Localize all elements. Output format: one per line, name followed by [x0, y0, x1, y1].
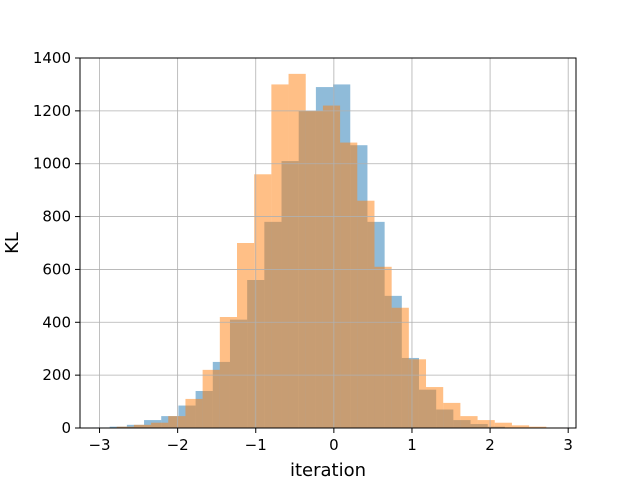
histogram-bar-series-2 [357, 200, 375, 428]
histogram-bar-series-2 [374, 266, 392, 428]
plot-area [79, 57, 577, 429]
y-tick-label: 1200 [33, 102, 71, 120]
y-tick-label: 400 [42, 313, 71, 331]
x-tick-label: 3 [563, 436, 573, 454]
histogram-bar-series-2 [237, 243, 255, 428]
histogram-bar-series-2 [185, 398, 203, 428]
histogram-bar-series-2 [322, 105, 341, 428]
y-tick-label: 1000 [33, 155, 71, 173]
histogram-bar-series-2 [408, 359, 427, 428]
histogram-bar-series-2 [271, 84, 289, 429]
y-tick-label: 1400 [33, 49, 71, 67]
y-tick-label: 800 [42, 208, 71, 226]
histogram-bar-series-2 [391, 307, 409, 428]
histogram-bars [92, 73, 564, 429]
histogram-bar-series-2 [494, 422, 512, 428]
x-tick-label: 2 [485, 436, 495, 454]
histogram-bar-series-2 [151, 422, 169, 428]
y-tick-label: 600 [42, 260, 71, 278]
x-tick-label: 1 [407, 436, 417, 454]
histogram-bar-series-2 [288, 73, 306, 429]
x-tick-label: 0 [329, 436, 339, 454]
histogram-bar-series-2 [426, 387, 444, 428]
histogram-bar-series-2 [202, 369, 220, 428]
x-tick-label: −2 [167, 436, 189, 454]
histogram-bar-series-2 [460, 416, 478, 428]
x-axis-ticks: −3 −2 −1 0 1 2 3 [88, 428, 573, 454]
histogram-bar-series-2 [116, 426, 134, 428]
axes-frame [79, 57, 577, 429]
y-tick-label: 200 [42, 366, 71, 384]
histogram-bar-series-2 [254, 174, 272, 428]
histogram-bar-series-2 [340, 142, 358, 428]
x-tick-label: −1 [245, 436, 267, 454]
histogram-bar-series-2 [511, 425, 530, 428]
y-tick-label: 0 [61, 419, 71, 437]
y-axis-label: KL [2, 232, 23, 254]
histogram-bar-series-2 [219, 317, 237, 428]
histogram-bar-series-2 [168, 416, 186, 428]
histogram-bar-series-2 [443, 402, 461, 428]
histogram-bar-series-2 [477, 420, 495, 428]
histogram-bar-series-2 [529, 426, 547, 428]
x-axis-label: iteration [290, 460, 366, 480]
histogram-bar-series-2 [133, 424, 152, 428]
y-axis-ticks: 0 200 400 600 800 1000 1200 1400 [33, 49, 80, 437]
x-tick-label: −3 [88, 436, 110, 454]
